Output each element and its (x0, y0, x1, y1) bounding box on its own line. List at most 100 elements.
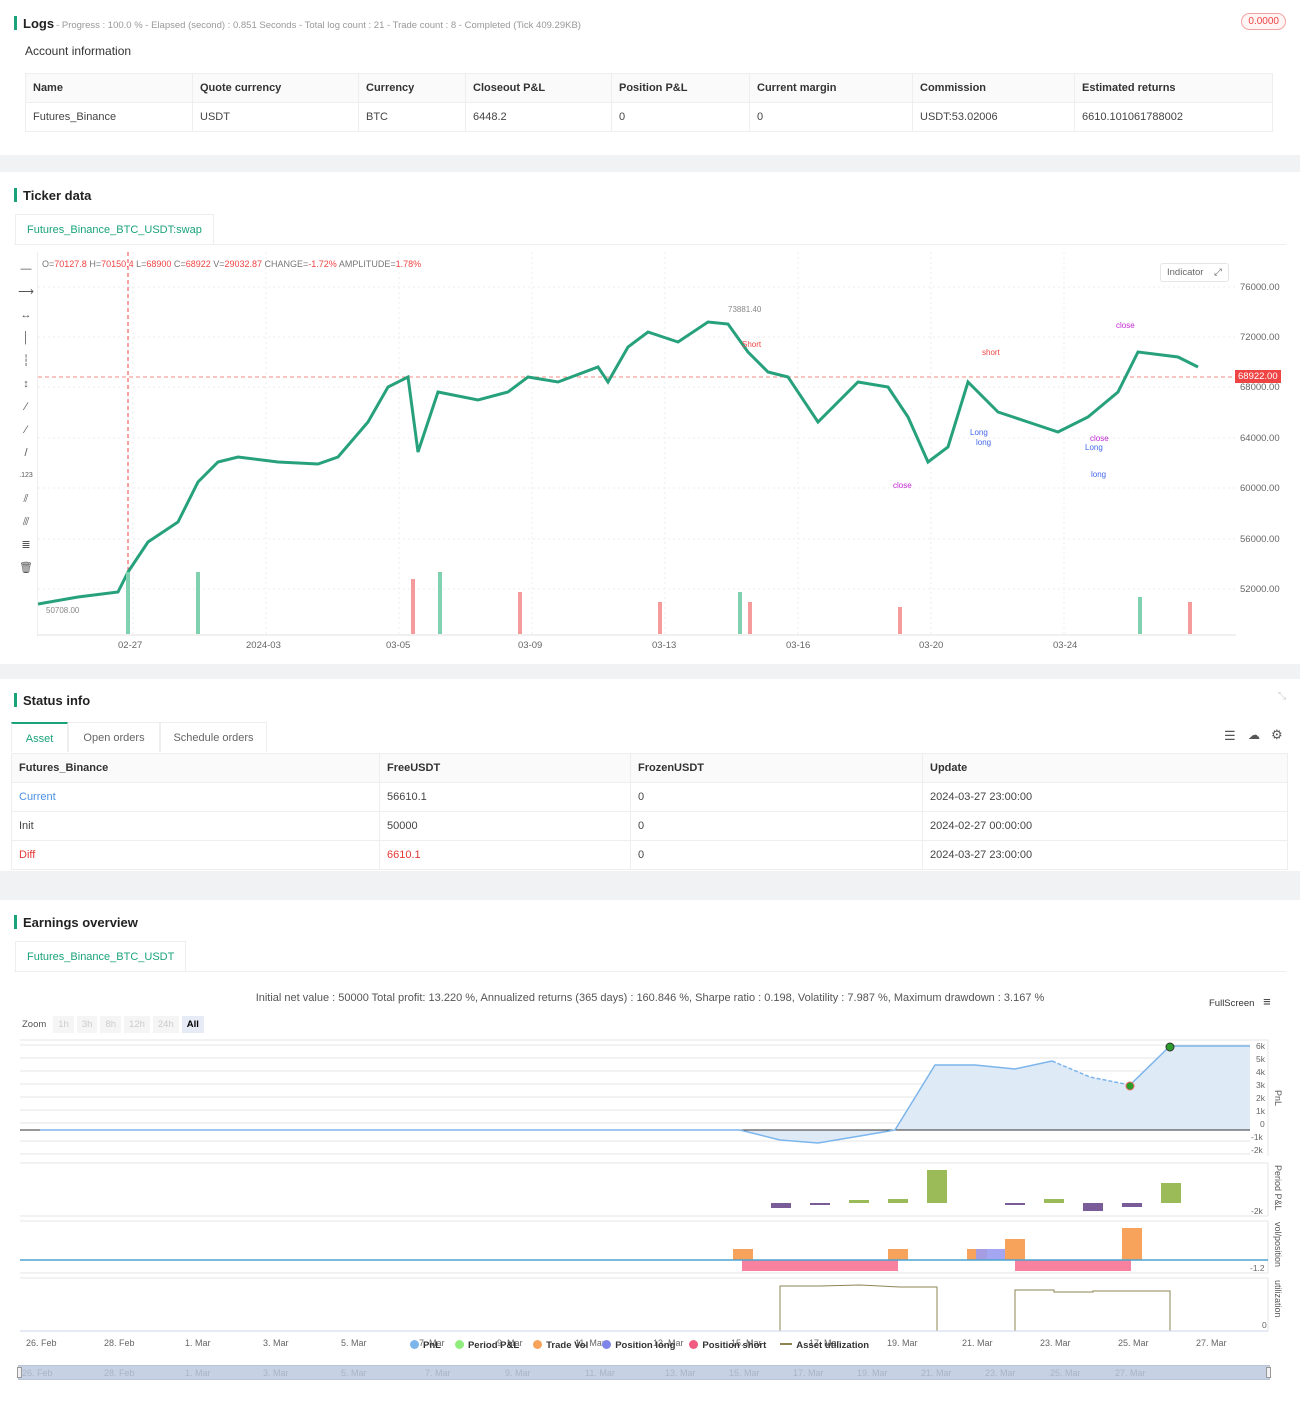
date-tick: 03-24 (1053, 640, 1078, 651)
price-line-icon[interactable]: .123 (19, 472, 33, 479)
price-tick: 64000.00 (1240, 433, 1280, 444)
x-tick: 9. Mar (497, 1338, 523, 1348)
navigator-left-handle[interactable] (17, 1367, 22, 1378)
zoom-8h-button[interactable]: 8h (100, 1016, 122, 1033)
pane-label-vol-position: vol/position (1273, 1222, 1283, 1268)
x-tick: 19. Mar (887, 1338, 918, 1348)
zoom-12h-button[interactable]: 12h (124, 1016, 150, 1033)
tab-ticker-symbol[interactable]: Futures_Binance_BTC_USDT:swap (15, 214, 214, 244)
tab-schedule-orders[interactable]: Schedule orders (160, 722, 267, 752)
zoom-all-button[interactable]: All (181, 1016, 204, 1033)
ray-line-icon[interactable]: ⁄ (25, 424, 27, 436)
pnl-tick: -1k (1251, 1132, 1263, 1142)
date-tick: 03-20 (919, 640, 944, 651)
tab-earnings-symbol[interactable]: Futures_Binance_BTC_USDT (15, 941, 187, 971)
horizontal-segment-icon[interactable]: ↔ (20, 309, 32, 321)
cell: 0 (630, 811, 923, 841)
earnings-chart[interactable] (0, 1035, 1300, 1335)
period-pnl-tick: -2k (1251, 1206, 1263, 1216)
tab-divider (14, 244, 1286, 245)
cell: 0 (611, 102, 750, 132)
tab-asset[interactable]: Asset (11, 722, 68, 752)
amplitude-value: 1.78% (395, 259, 422, 269)
x-tick: 17. Mar (809, 1338, 840, 1348)
cell: 6610.1 (379, 840, 631, 870)
cell: BTC (358, 102, 466, 132)
ohlc-readout: O=70127.8 H=70150.4 L=68900 C=68922 V=29… (42, 259, 421, 269)
pnl-dot-icon (410, 1340, 419, 1349)
settings-gear-icon[interactable]: ⚙ (1271, 727, 1283, 742)
menu-icon[interactable]: ≡ (1263, 994, 1271, 1009)
horizontal-line-icon[interactable]: — (20, 263, 32, 275)
nav-tick: 7. Mar (425, 1368, 451, 1378)
change-value: -1.72% (308, 259, 337, 269)
parallel-lines-icon[interactable]: ⫻ (22, 516, 30, 528)
open-label: O= (42, 259, 55, 269)
x-tick: 21. Mar (962, 1338, 993, 1348)
fullscreen-button[interactable]: FullScreen ≡ (1209, 994, 1271, 1009)
legend-label: Asset utilization (796, 1340, 870, 1351)
zoom-3h-button[interactable]: 3h (76, 1016, 98, 1033)
earnings-title: Earnings overview (23, 915, 138, 930)
vertical-segment-icon[interactable]: ↕ (23, 378, 29, 390)
legend-label: PnL (423, 1340, 441, 1351)
legend-item-trade-vol[interactable]: Trade Vol (533, 1340, 588, 1351)
collapse-icon[interactable]: ⤡ (1278, 691, 1286, 702)
list-view-icon[interactable]: ☰ (1224, 728, 1236, 743)
fibonacci-icon[interactable]: ≣ (21, 539, 31, 551)
row-label-current: Current (11, 782, 380, 812)
col-name: Name (25, 73, 193, 103)
col-current-margin: Current margin (749, 73, 913, 103)
horizontal-ray-icon[interactable]: ⟶ (18, 286, 34, 298)
legend-item-asset-utilization[interactable]: Asset utilization (780, 1340, 869, 1351)
x-tick: 3. Mar (263, 1338, 289, 1348)
pane-label-utilization: utilization (1273, 1280, 1283, 1318)
signal-close: close (1116, 321, 1135, 330)
date-tick: 03-13 (652, 640, 677, 651)
vertical-line-icon[interactable]: │ (22, 332, 30, 344)
cloud-download-icon[interactable]: ☁ (1248, 728, 1260, 742)
ticker-title: Ticker data (23, 188, 92, 203)
current-price-label: 68922.00 (1235, 370, 1281, 383)
zoom-24h-button[interactable]: 24h (152, 1016, 179, 1033)
legend-item-position-long[interactable]: Position long (602, 1340, 675, 1351)
price-tick: 60000.00 (1240, 483, 1280, 494)
x-tick: 5. Mar (341, 1338, 367, 1348)
delete-icon[interactable]: 🗑 (19, 562, 33, 574)
date-tick: 02-27 (118, 640, 143, 651)
col-update: Update (922, 753, 1288, 783)
date-tick: 03-05 (386, 640, 411, 651)
high-value: 70150.4 (101, 259, 134, 269)
close-value: 68922 (185, 259, 211, 269)
signal-short: short (982, 348, 1000, 357)
asset-table: Futures_Binance FreeUSDT FrozenUSDT Upda… (11, 753, 1288, 870)
nav-tick: 9. Mar (505, 1368, 531, 1378)
navigator-right-handle[interactable] (1266, 1367, 1271, 1378)
candlestick-chart[interactable]: 73881.40 50708.00 Short short close clos… (37, 252, 1236, 637)
amplitude-label: AMPLITUDE= (336, 259, 396, 269)
tab-open-orders[interactable]: Open orders (68, 722, 160, 752)
pane-label-pnl: PnL (1273, 1090, 1283, 1107)
high-marker: 73881.40 (728, 305, 762, 314)
legend-item-pnl[interactable]: PnL (410, 1340, 441, 1351)
trend-line-icon[interactable]: ⁄ (25, 401, 27, 413)
legend-item-period-pnl[interactable]: Period P&L (454, 1340, 519, 1351)
vertical-ray-icon[interactable]: ┆ (22, 355, 30, 367)
status-heading: Status info (14, 691, 90, 708)
zoom-1h-button[interactable]: 1h (53, 1016, 74, 1033)
pnl-tick: 5k (1256, 1054, 1265, 1064)
signal-short: Short (742, 340, 762, 349)
indicator-button[interactable]: Indicator ⤢ (1160, 263, 1229, 282)
legend-item-position-short[interactable]: Position short (689, 1340, 766, 1351)
open-value: 70127.8 (54, 259, 87, 269)
table-row: Init 50000 0 2024-02-27 00:00:00 (11, 811, 1288, 841)
navigator-scrollbar[interactable] (17, 1365, 1271, 1380)
parallel-channel-icon[interactable]: ⫽ (23, 493, 29, 505)
col-commission: Commission (912, 73, 1075, 103)
earnings-panel: Earnings overview Futures_Binance_BTC_US… (0, 900, 1300, 1403)
x-tick: 7. Mar (419, 1338, 445, 1348)
signal-long: Long (970, 428, 988, 437)
segment-line-icon[interactable]: / (24, 447, 28, 459)
x-tick: 28. Feb (104, 1338, 135, 1348)
expand-icon[interactable]: ⤢ (1214, 267, 1222, 278)
